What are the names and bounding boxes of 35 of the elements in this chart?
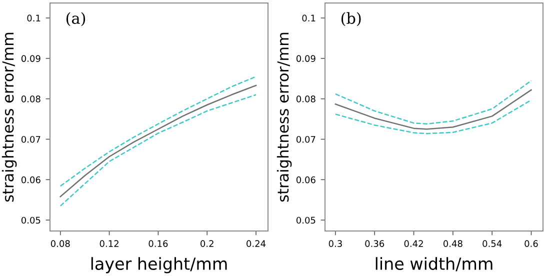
x-tick-label: 0.42: [404, 240, 423, 248]
x-tick-label: 0.2: [200, 240, 214, 248]
y-tick-label: 0.05: [21, 216, 40, 224]
x-tick-label: 0.48: [443, 240, 462, 248]
x-tick-label: 0.36: [365, 240, 384, 248]
y-tick-label: 0.07: [21, 136, 40, 143]
line-series: [60, 76, 257, 187]
annotation: (a): [66, 12, 86, 26]
x-tick-label: 0.54: [482, 240, 502, 248]
line-series: [60, 94, 257, 207]
y-axis-title: straightness error/mm: [276, 32, 292, 202]
y-tick-label: 0.1: [302, 14, 316, 22]
y-tick-label: 0.08: [21, 96, 40, 102]
y-tick-label: 0.07: [296, 136, 316, 143]
x-tick-label: 0.24: [246, 240, 266, 248]
y-tick-label: 0.09: [21, 55, 40, 62]
line-series: [334, 89, 532, 130]
y-tick-label: 0.06: [296, 176, 316, 184]
y-tick-label: 0.1: [27, 14, 40, 22]
y-tick-label: 0.09: [296, 55, 316, 62]
x-axis-title: layer height/mm: [91, 257, 227, 274]
annotation: (b): [341, 12, 361, 26]
x-tick-label: 0.6: [524, 240, 538, 248]
line-series: [334, 99, 532, 134]
x-tick-label: 0.3: [328, 240, 342, 248]
x-tick-label: 0.08: [50, 240, 70, 248]
x-tick-label: 0.12: [100, 240, 118, 248]
y-tick-label: 0.06: [21, 176, 40, 184]
y-axis-title: straightness error/mm: [2, 32, 17, 202]
y-tick-label: 0.08: [296, 96, 316, 102]
x-tick-label: 0.16: [148, 240, 168, 248]
line-series: [60, 84, 257, 198]
x-axis-title: line width/mm: [376, 257, 492, 272]
y-tick-label: 0.05: [296, 216, 316, 224]
line-series: [334, 80, 532, 124]
